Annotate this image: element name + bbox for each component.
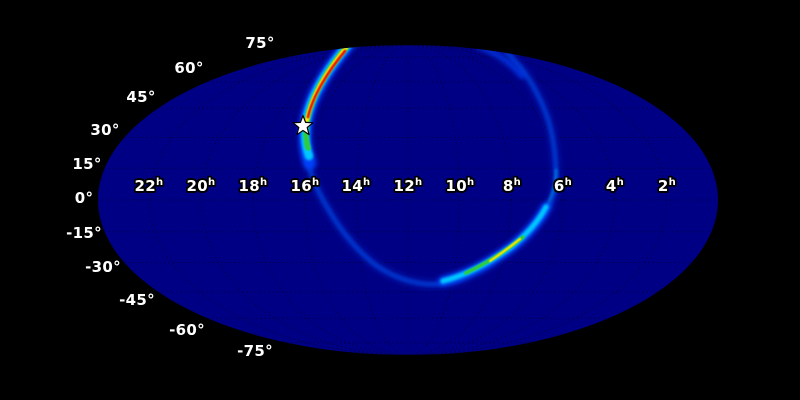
ra-tick-label: 2h [657,177,677,195]
ra-tick-label: 8h [502,177,522,195]
dec-tick-label: 45° [126,88,156,106]
ra-tick-label: 22h [134,177,164,195]
meridian-gridline [355,45,461,355]
meridian-gridline [252,45,564,355]
dec-tick-label: 60° [174,59,204,77]
ring-tl-red [306,49,347,119]
dec-tick-label: -75° [237,342,273,360]
meridian-gridline [304,45,512,355]
dec-tick-label: -45° [119,291,155,309]
ra-tick-label: 18h [238,177,268,195]
ring-br-yellow [488,237,522,263]
probability-ring [298,45,562,290]
dec-tick-label: -30° [85,258,121,276]
ra-tick-label: 20h [186,177,216,195]
star-marker [292,114,314,136]
ra-tick-label: 12h [393,177,423,195]
dec-tick-label: 75° [245,34,275,52]
meridian-gridline [149,45,667,355]
dec-tick-label: 15° [72,155,102,173]
dec-tick-label: -60° [169,321,205,339]
ra-tick-label: 4h [605,177,625,195]
ra-tick-label: 16h [290,177,320,195]
ra-tick-label: 14h [341,177,371,195]
graticule-grid [98,45,718,355]
meridian-gridline [200,45,616,355]
dec-tick-label: 0° [74,189,94,207]
dec-tick-label: -15° [66,224,102,242]
dec-tick-label: 30° [90,121,120,139]
ra-tick-label: 6h [553,177,573,195]
ra-tick-label: 10h [445,177,475,195]
